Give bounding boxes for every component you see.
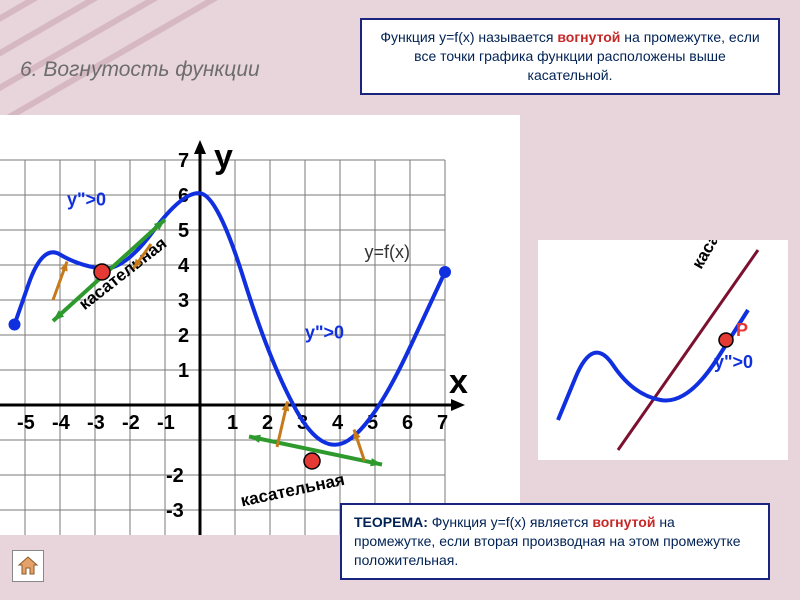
inset-chart-svg: Py">0касательная — [538, 240, 788, 460]
svg-text:y: y — [214, 138, 233, 176]
svg-text:4: 4 — [178, 255, 190, 277]
svg-text:y">0: y">0 — [714, 352, 753, 372]
definition-box: Функция y=f(x) называется вогнутой на пр… — [360, 18, 780, 95]
svg-text:7: 7 — [437, 412, 448, 434]
svg-text:-3: -3 — [87, 412, 105, 434]
definition-pre: Функция y=f(x) называется — [380, 29, 557, 45]
svg-text:y">0: y">0 — [67, 190, 106, 210]
slide-title-wrap: 6. Вогнутость функции — [20, 18, 340, 82]
theorem-emph: вогнутой — [592, 514, 655, 530]
svg-text:x: x — [449, 363, 468, 401]
svg-text:y">0: y">0 — [305, 323, 344, 343]
svg-text:2: 2 — [178, 325, 189, 347]
svg-text:касательная: касательная — [75, 234, 170, 314]
inset-chart: Py">0касательная — [538, 240, 788, 460]
main-chart: -6-5-4-3-2-11234567-5-4-3-21234567xyкаса… — [0, 115, 520, 535]
svg-text:P: P — [736, 320, 748, 340]
svg-text:y=f(x): y=f(x) — [365, 242, 411, 262]
svg-text:-2: -2 — [166, 465, 184, 487]
svg-text:-3: -3 — [166, 500, 184, 522]
theorem-pre: Функция y=f(x) является — [432, 514, 593, 530]
svg-text:-5: -5 — [17, 412, 35, 434]
svg-text:-2: -2 — [122, 412, 140, 434]
svg-text:3: 3 — [178, 290, 189, 312]
main-chart-svg: -6-5-4-3-2-11234567-5-4-3-21234567xyкаса… — [0, 115, 520, 535]
theorem-box: ТЕОРЕМА: Функция y=f(x) является вогнуто… — [340, 503, 770, 580]
svg-text:касательная: касательная — [239, 470, 346, 511]
home-icon — [16, 554, 40, 578]
svg-text:2: 2 — [262, 412, 273, 434]
svg-text:4: 4 — [332, 412, 344, 434]
svg-text:6: 6 — [402, 412, 413, 434]
home-button[interactable] — [12, 550, 44, 582]
svg-text:-4: -4 — [52, 412, 71, 434]
definition-emph: вогнутой — [557, 29, 620, 45]
svg-text:1: 1 — [227, 412, 238, 434]
svg-text:7: 7 — [178, 150, 189, 172]
svg-text:-1: -1 — [157, 412, 175, 434]
slide-title: 6. Вогнутость функции — [20, 58, 340, 82]
svg-text:1: 1 — [178, 360, 189, 382]
header: 6. Вогнутость функции Функция y=f(x) наз… — [20, 18, 780, 95]
theorem-head: ТЕОРЕМА: — [354, 514, 432, 530]
svg-text:5: 5 — [178, 220, 189, 242]
